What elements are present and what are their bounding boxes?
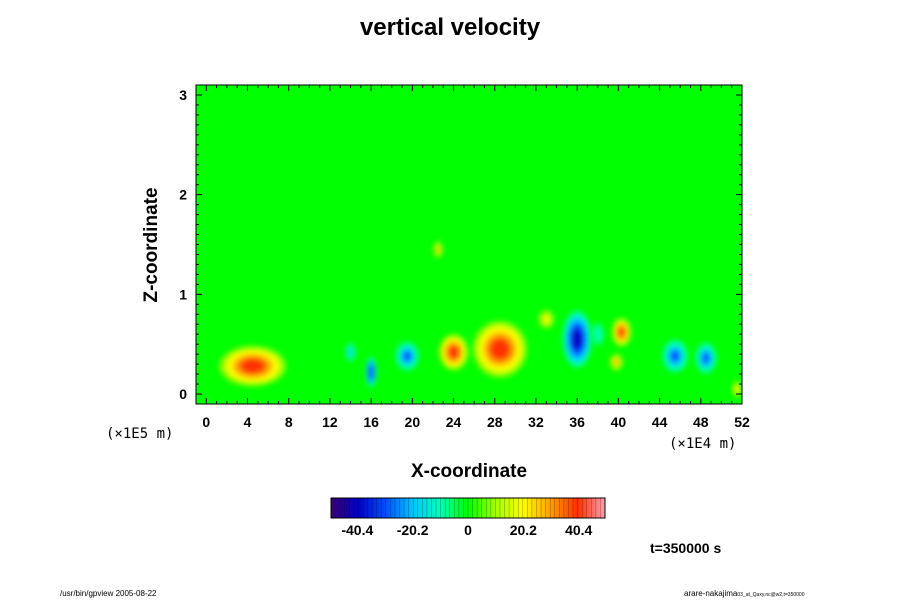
colorbar-tick-label: 40.4 [565,522,592,538]
heatmap-contour [436,246,440,253]
footer-right-main: arare-nakajima [684,589,738,598]
x-tick-label: 36 [569,414,585,430]
y-tick-label: 2 [179,187,187,203]
heatmap-contour [369,366,374,379]
heatmap-cell-3 [612,318,631,347]
footer-right: arare-nakajima03_at_Qaxy.nc@w2,t=350000 [684,589,805,598]
heatmap-cell-11 [433,241,443,258]
colorbar-segments [335,498,601,518]
y-axis-label: Z-coordinate [141,187,162,302]
colorbar-tick-label: 20.2 [510,522,537,538]
x-tick-label: 12 [322,414,338,430]
y-tick-label: 1 [179,286,187,302]
x-tick-label: 20 [405,414,421,430]
x-scale-note: (×1E4 m) [669,436,736,452]
y-tick-label: 0 [179,386,187,402]
x-tick-label: 24 [446,414,462,430]
heatmap-cell-10 [345,342,356,363]
x-tick-label: 28 [487,414,503,430]
heatmap-cell-4 [610,354,623,371]
heatmap-contour [595,329,601,340]
heatmap-cell-2 [473,321,527,378]
heatmap-contour [489,338,511,361]
x-tick-label: 44 [652,414,668,430]
heatmap-contour [701,352,711,365]
colorbar-tick-label: 0 [464,522,472,538]
x-tick-label: 8 [285,414,293,430]
colorbar-tick-label: -40.4 [341,522,373,538]
heatmap-cell-0 [219,346,286,387]
heatmap-contour [735,385,739,393]
heatmap-cell-5 [562,311,592,368]
heatmap-cell-14 [732,381,741,398]
heatmap-contour [542,315,550,324]
heatmap-cell-13 [538,309,555,330]
heatmap-cell-9 [695,343,717,374]
x-tick-label: 16 [363,414,379,430]
x-tick-label: 40 [611,414,627,430]
x-tick-label: 4 [244,414,252,430]
x-tick-label: 32 [528,414,544,430]
x-axis-label: X-coordinate [411,461,527,482]
heatmap-contour [402,350,412,362]
heatmap-contour [447,344,460,360]
heatmap-cell-12 [591,322,604,347]
colorbar-tick-label: -20.2 [397,522,429,538]
heatmap-contour [239,358,266,375]
colorbar-frame [330,497,606,519]
heatmap-contour [571,328,583,351]
heatmap-contour [617,326,626,338]
heatmap-features [219,241,741,398]
x-axis-ticks: 0 4 8 12 16 20 24 28 32 36 40 44 48 52 [195,85,750,430]
heatmap-contour [348,348,353,357]
x-tick-label: 0 [202,414,210,430]
heatmap-cell-8 [662,340,688,373]
y-axis-ticks: 0 1 2 3 [179,87,742,405]
heatmap-cell-1 [439,334,468,371]
footer-left: /usr/bin/gpview 2005-08-22 [60,589,157,598]
footer-right-small: 03_at_Qaxy.nc@w2,t=350000 [737,592,804,598]
heatmap-cell-7 [365,357,377,388]
y-tick-label: 3 [179,87,187,103]
y-scale-note: (×1E5 m) [106,426,173,442]
heatmap-contour [670,349,680,363]
colorbar-ticks: -40.4 -20.2 0 20.2 40.4 [341,522,592,538]
heatmap-cell-6 [395,342,419,371]
time-label: t=350000 s [650,540,721,556]
heatmap-contour [613,358,619,366]
chart-title: vertical velocity [359,14,541,41]
x-tick-label: 48 [693,414,709,430]
x-tick-label: 52 [734,414,750,430]
heatmap-background [196,85,742,404]
